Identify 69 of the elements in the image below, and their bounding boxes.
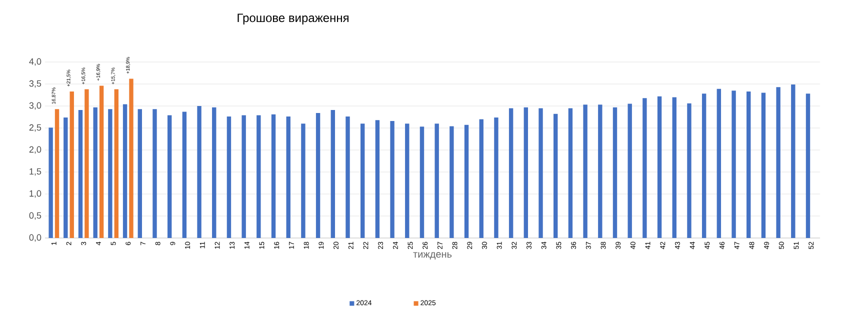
bar (122, 104, 128, 238)
bar (657, 96, 662, 238)
bar (78, 110, 83, 238)
y-tick-label: 1,0 (30, 190, 42, 198)
y-tick-label: 3,5 (29, 80, 42, 88)
y-tick-label: 1,5 (30, 168, 42, 176)
bar (642, 98, 647, 238)
bar (583, 104, 588, 238)
bar (152, 109, 157, 238)
bar (508, 108, 514, 238)
bar (420, 126, 424, 238)
bar (286, 116, 290, 238)
bar (628, 104, 632, 238)
y-tick-label: 4,0 (29, 58, 42, 66)
bar (256, 115, 261, 238)
bar (114, 89, 118, 238)
bar (702, 94, 706, 238)
bar (182, 112, 187, 238)
y-tick-label: 0,5 (29, 212, 42, 220)
bar (271, 114, 276, 238)
bar (167, 115, 172, 238)
bar (598, 104, 602, 238)
bar (346, 116, 350, 238)
bar (70, 91, 74, 238)
bar (242, 115, 246, 238)
bar (806, 94, 810, 238)
bar (672, 97, 676, 238)
bar (538, 108, 543, 238)
bar (716, 88, 722, 238)
bar (450, 126, 454, 238)
bar (84, 89, 89, 238)
bar (390, 120, 394, 238)
bar (464, 124, 469, 238)
bar (330, 110, 336, 238)
bar (405, 124, 410, 238)
bar (138, 109, 142, 238)
y-tick-label: 0,0 (29, 234, 42, 242)
bar (776, 87, 780, 238)
y-tick-label: 2,5 (29, 124, 42, 132)
bar (746, 91, 751, 238)
bar (212, 107, 216, 238)
bar (64, 117, 68, 238)
chart-title: Грошове вираження (238, 14, 348, 24)
bar (494, 117, 498, 238)
bar (93, 107, 98, 238)
bar (732, 90, 736, 238)
bar (99, 86, 104, 238)
bar (54, 109, 60, 238)
bar (687, 103, 692, 238)
bar (434, 124, 439, 238)
bar (761, 92, 766, 238)
bar (316, 113, 320, 238)
bar (197, 106, 202, 238)
bar (479, 119, 484, 238)
x-axis-title: тиждень (413, 252, 452, 260)
bar (108, 109, 112, 238)
bar (360, 124, 365, 238)
bar (301, 124, 306, 238)
bar (568, 108, 573, 238)
bar (524, 107, 528, 238)
y-tick-label: 3,0 (29, 102, 42, 110)
bar (791, 84, 796, 238)
bar (48, 128, 53, 238)
bar (129, 78, 134, 238)
y-tick-label: 2,0 (29, 146, 42, 154)
bar (612, 107, 618, 238)
bar (554, 114, 558, 238)
bar (226, 116, 232, 238)
bar (375, 120, 380, 238)
